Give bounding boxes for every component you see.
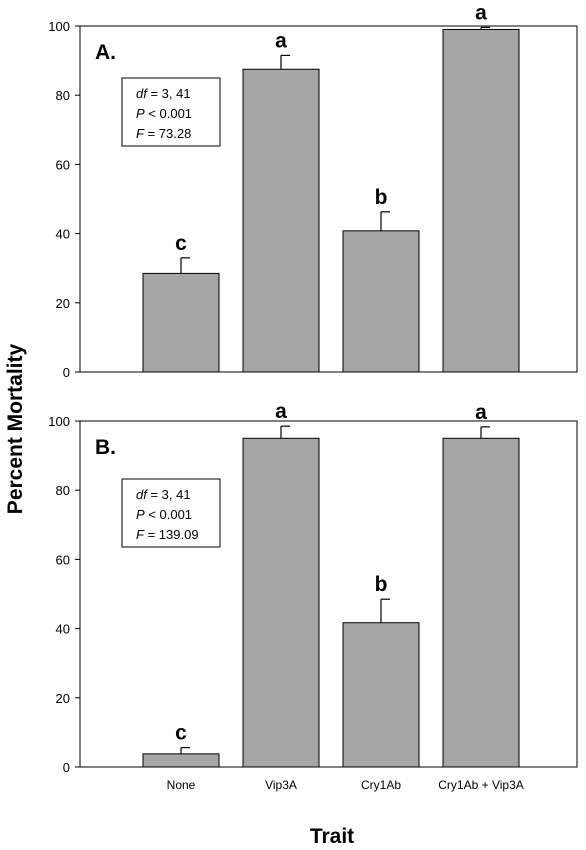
stat-value: 73.28: [159, 126, 192, 141]
y-tick-label: 40: [56, 622, 70, 637]
stat-operator: =: [144, 527, 159, 542]
stat-operator: <: [145, 106, 160, 121]
bar-cry1ab: [342, 622, 420, 768]
x-tick-label: None: [167, 778, 196, 792]
stats-line: df = 3, 41: [136, 86, 191, 101]
significance-letter: b: [375, 186, 388, 209]
stat-value: 139.09: [159, 527, 199, 542]
stats-line: df = 3, 41: [136, 487, 191, 502]
stat-value: 3, 41: [162, 86, 191, 101]
y-tick-label: 0: [63, 365, 70, 380]
stat-name: F: [136, 527, 145, 542]
bar-none: [142, 753, 220, 768]
stats-line: F = 139.09: [136, 527, 199, 542]
plot-frame: [79, 420, 578, 768]
plot-frame: [79, 25, 578, 373]
bar-cry1ab-vip3a: [442, 437, 520, 768]
significance-letter: a: [275, 400, 287, 423]
bar-cry1ab-vip3a: [442, 28, 520, 373]
stat-name: df: [136, 487, 148, 502]
panel-label: A.: [95, 41, 116, 64]
y-axis-label: Percent Mortality: [4, 343, 27, 514]
stat-operator: =: [147, 487, 162, 502]
stat-name: P: [136, 507, 145, 522]
bar-cry1ab: [342, 230, 420, 373]
stat-name: F: [136, 126, 145, 141]
bar-vip3a: [242, 68, 320, 373]
panel-label: B.: [95, 436, 116, 459]
stats-line: P < 0.001: [136, 106, 192, 121]
y-tick-label: 20: [56, 296, 70, 311]
y-tick-label: 80: [56, 88, 70, 103]
stat-value: 3, 41: [162, 487, 191, 502]
significance-letter: c: [175, 232, 187, 255]
significance-letter: b: [375, 573, 388, 596]
y-tick-label: 0: [63, 760, 70, 775]
y-tick-label: 100: [48, 414, 70, 429]
y-tick-label: 40: [56, 227, 70, 242]
y-tick-label: 60: [56, 157, 70, 172]
stats-box: [121, 77, 221, 147]
stat-name: P: [136, 106, 145, 121]
significance-letter: c: [175, 722, 187, 745]
stat-value: 0.001: [160, 106, 193, 121]
stat-name: df: [136, 86, 148, 101]
significance-letter: a: [275, 29, 287, 52]
stat-value: 0.001: [160, 507, 193, 522]
stats-line: P < 0.001: [136, 507, 192, 522]
x-tick-label: Vip3A: [265, 778, 297, 792]
bar-none: [142, 272, 220, 373]
x-axis-label: Trait: [310, 825, 354, 848]
y-tick-label: 80: [56, 483, 70, 498]
y-tick-label: 60: [56, 552, 70, 567]
stat-operator: =: [144, 126, 159, 141]
y-tick-label: 100: [48, 19, 70, 34]
y-tick-label: 20: [56, 691, 70, 706]
significance-letter: a: [475, 1, 487, 24]
stat-operator: =: [147, 86, 162, 101]
stats-box: [121, 478, 221, 548]
stats-line: F = 73.28: [136, 126, 191, 141]
x-tick-label: Cry1Ab + Vip3A: [438, 778, 524, 792]
panel-a: 0 20 40 60 80 100 c a b a A. df = 3, 41 P < 0.001 F =…: [48, 1, 578, 380]
significance-letter: a: [475, 401, 487, 424]
stat-operator: <: [145, 507, 160, 522]
panel-b: 0 20 40 60 80 100 c None a Vip3A b Cry1Ab a Cry1Ab + …: [48, 400, 578, 792]
x-tick-label: Cry1Ab: [361, 778, 401, 792]
bar-vip3a: [242, 437, 320, 768]
